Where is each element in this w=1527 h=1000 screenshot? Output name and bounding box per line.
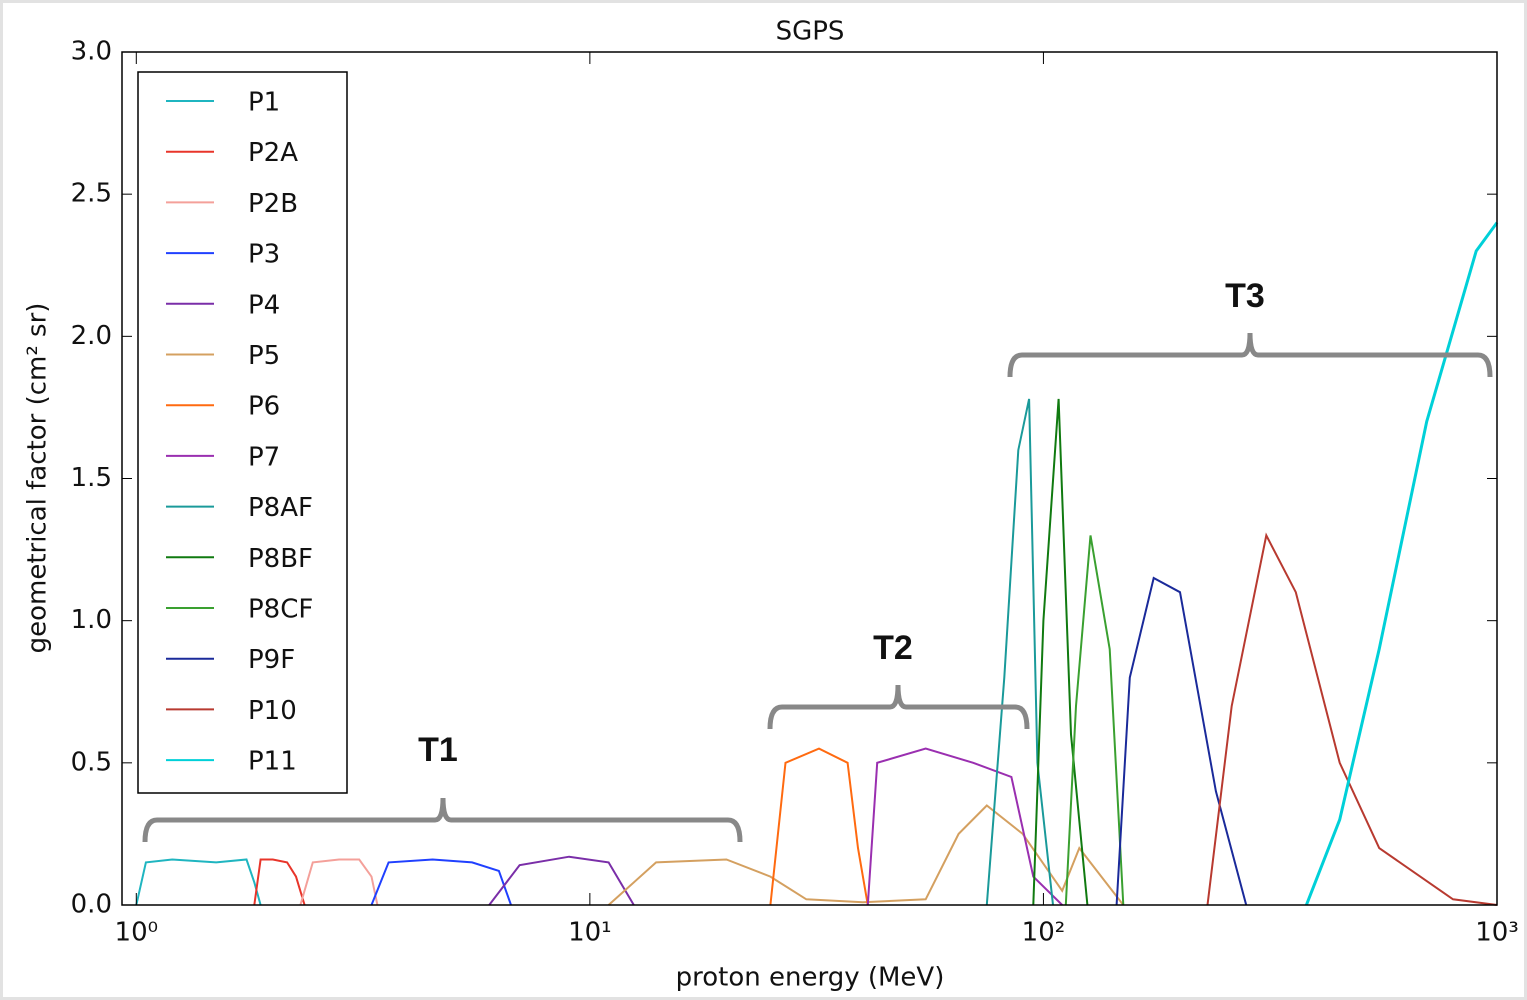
legend-label: P6 <box>248 392 280 422</box>
legend-label: P9F <box>248 645 295 675</box>
series-line <box>253 858 306 906</box>
series-line <box>866 747 1063 906</box>
y-axis-label: geometrical factor (cm² sr) <box>23 303 53 654</box>
bracket <box>767 684 1030 730</box>
x-tick-label: 10⁰ <box>115 918 159 948</box>
x-tick-label: 10¹ <box>568 918 612 948</box>
y-tick-label: 1.5 <box>71 463 112 493</box>
y-tick-label: 3.0 <box>71 37 112 67</box>
y-tick-label: 0.0 <box>71 890 112 920</box>
legend-label: P2B <box>248 189 298 219</box>
series-line <box>1115 576 1248 906</box>
series-line <box>299 858 379 906</box>
x-axis-label: proton energy (MeV) <box>676 963 945 993</box>
series-line <box>488 855 635 906</box>
annotation: T1 <box>418 731 458 769</box>
y-tick-label: 0.5 <box>71 747 112 777</box>
legend-label: P10 <box>248 696 297 726</box>
series-line <box>1064 535 1125 906</box>
annotation: T3 <box>1225 277 1265 315</box>
legend-label: P5 <box>248 341 280 371</box>
series-line <box>769 747 869 906</box>
series-line <box>985 398 1054 906</box>
series-line <box>370 858 512 906</box>
series-line <box>135 858 262 906</box>
legend-label: P1 <box>248 88 280 118</box>
legend-label: P8CF <box>248 595 313 625</box>
legend-label: P8BF <box>248 544 313 574</box>
series-line <box>607 804 1125 906</box>
series-line <box>1032 398 1089 906</box>
y-tick-label: 2.5 <box>71 179 112 209</box>
series-line <box>1305 221 1499 906</box>
legend-label: P8AF <box>248 493 313 523</box>
legend-label: P4 <box>248 290 280 320</box>
legend-label: P7 <box>248 442 280 472</box>
y-tick-label: 1.0 <box>71 605 112 635</box>
chart-title: SGPS <box>776 17 845 47</box>
legend-label: P11 <box>248 747 297 777</box>
y-tick-label: 2.0 <box>71 321 112 351</box>
x-tick-label: 10³ <box>1475 918 1519 948</box>
legend-box <box>137 71 348 794</box>
legend-label: P3 <box>248 240 280 270</box>
annotation: T2 <box>873 629 913 667</box>
x-tick-label: 10² <box>1022 918 1066 948</box>
bracket <box>142 797 743 843</box>
series-line <box>1206 532 1498 906</box>
legend-label: P2A <box>248 138 298 168</box>
bracket <box>1007 332 1493 378</box>
